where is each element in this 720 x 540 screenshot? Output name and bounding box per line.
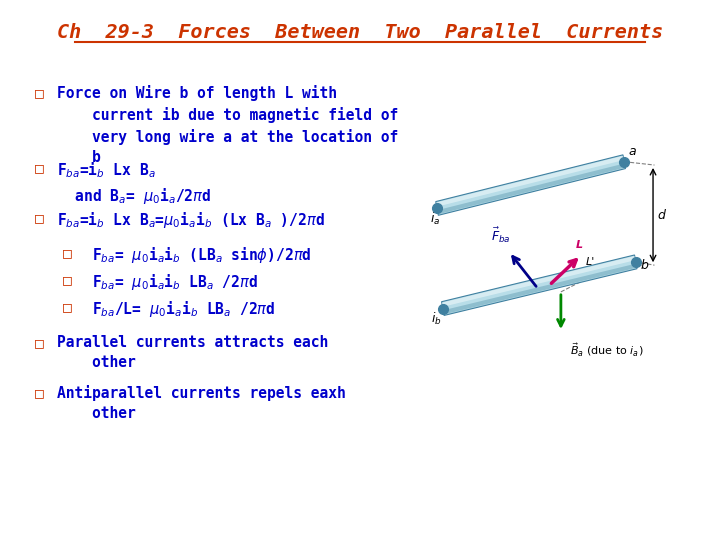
Text: □: □ <box>35 335 44 350</box>
Polygon shape <box>436 155 626 215</box>
Polygon shape <box>436 156 624 207</box>
Text: d: d <box>657 208 665 221</box>
Polygon shape <box>441 255 637 315</box>
Polygon shape <box>437 164 626 214</box>
Text: F$_{ba}$=i$_b$ Lx B$_a$=$\mu_0$i$_a$i$_b$ (Lx B$_a$ )/2$\pi$d: F$_{ba}$=i$_b$ Lx B$_a$=$\mu_0$i$_a$i$_b… <box>57 210 325 230</box>
Text: □: □ <box>63 245 72 260</box>
Text: $\vec{F}_{ba}$: $\vec{F}_{ba}$ <box>490 226 510 245</box>
Text: F$_{ba}$= $\mu_0$i$_a$i$_b$ (LB$_a$ sin$\phi$)/2$\pi$d: F$_{ba}$= $\mu_0$i$_a$i$_b$ (LB$_a$ sin$… <box>92 245 312 265</box>
Text: Antiparallel currents repels eaxh
    other: Antiparallel currents repels eaxh other <box>57 385 346 421</box>
Polygon shape <box>442 256 636 307</box>
Text: □: □ <box>35 210 44 225</box>
Text: Ch  29-3  Forces  Between  Two  Parallel  Currents: Ch 29-3 Forces Between Two Parallel Curr… <box>57 23 663 42</box>
Text: b: b <box>640 259 648 272</box>
Text: $i_a$: $i_a$ <box>430 211 440 226</box>
Text: $i_b$: $i_b$ <box>431 310 442 327</box>
Text: F$_{ba}$=i$_b$ Lx B$_a$
  and B$_a$= $\mu_0$i$_a$/2$\pi$d: F$_{ba}$=i$_b$ Lx B$_a$ and B$_a$= $\mu_… <box>57 160 211 206</box>
Text: Parallel currents attracts each
    other: Parallel currents attracts each other <box>57 335 328 370</box>
Text: a: a <box>629 145 636 158</box>
Text: Force on Wire b of length L with
    current ib due to magnetic field of
    ver: Force on Wire b of length L with current… <box>57 85 398 165</box>
Text: $\vec{B}_a$ (due to $i_a$): $\vec{B}_a$ (due to $i_a$) <box>570 342 643 359</box>
Text: □: □ <box>35 160 44 175</box>
Text: □: □ <box>35 85 44 100</box>
Text: L: L <box>575 240 582 250</box>
Text: □: □ <box>63 299 72 314</box>
Text: □: □ <box>35 385 44 400</box>
Polygon shape <box>443 264 636 314</box>
Text: F$_{ba}$= $\mu_0$i$_a$i$_b$ LB$_a$ /2$\pi$d: F$_{ba}$= $\mu_0$i$_a$i$_b$ LB$_a$ /2$\p… <box>92 272 258 292</box>
Text: L': L' <box>585 257 595 267</box>
Text: F$_{ba}$/L= $\mu_0$i$_a$i$_b$ LB$_a$ /2$\pi$d: F$_{ba}$/L= $\mu_0$i$_a$i$_b$ LB$_a$ /2$… <box>92 299 276 319</box>
Text: □: □ <box>63 272 72 287</box>
